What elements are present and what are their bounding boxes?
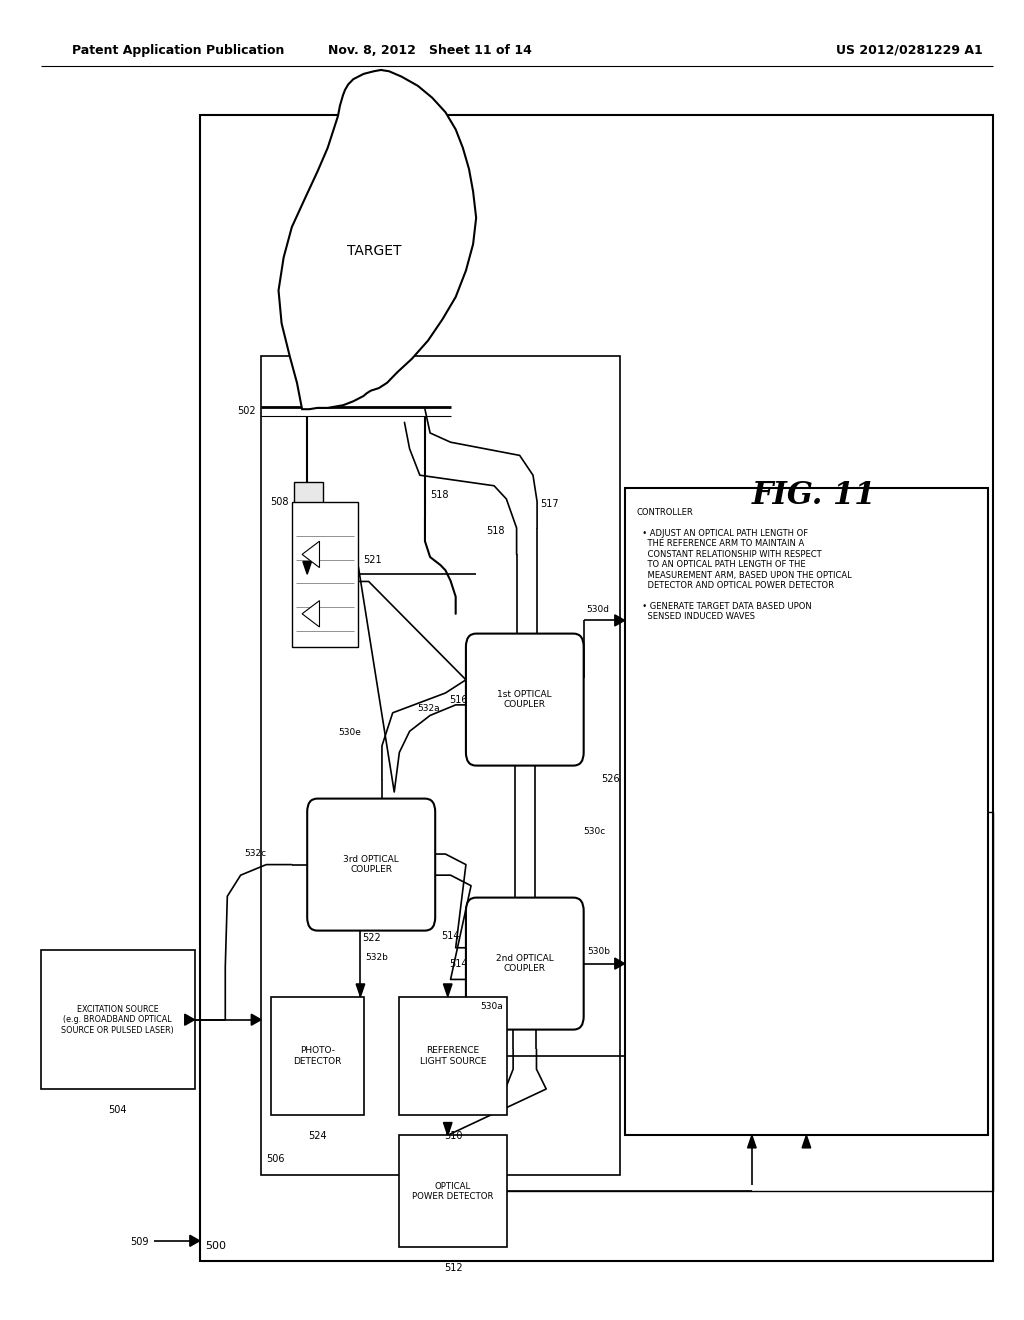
Text: 502: 502	[238, 407, 256, 416]
Text: 530c: 530c	[584, 828, 606, 836]
Text: 532a: 532a	[418, 704, 440, 713]
Text: 521: 521	[364, 554, 382, 565]
Text: 530e: 530e	[338, 729, 361, 737]
Text: EXCITATION SOURCE
(e.g. BROADBAND OPTICAL
SOURCE OR PULSED LASER): EXCITATION SOURCE (e.g. BROADBAND OPTICA…	[61, 1005, 174, 1035]
FancyBboxPatch shape	[271, 997, 364, 1115]
Text: CONTROLLER

  • ADJUST AN OPTICAL PATH LENGTH OF
    THE REFERENCE ARM TO MAINTA: CONTROLLER • ADJUST AN OPTICAL PATH LENG…	[637, 508, 852, 622]
Text: 3rd OPTICAL
COUPLER: 3rd OPTICAL COUPLER	[343, 855, 399, 874]
Polygon shape	[184, 1014, 195, 1026]
Text: 530b: 530b	[588, 946, 610, 956]
FancyBboxPatch shape	[307, 799, 435, 931]
Polygon shape	[443, 1122, 452, 1135]
Text: 1st OPTICAL
COUPLER: 1st OPTICAL COUPLER	[498, 690, 552, 709]
FancyBboxPatch shape	[466, 634, 584, 766]
FancyBboxPatch shape	[399, 1135, 507, 1247]
FancyBboxPatch shape	[466, 898, 584, 1030]
Polygon shape	[189, 1236, 200, 1246]
Polygon shape	[356, 983, 365, 997]
Text: OPTICAL
POWER DETECTOR: OPTICAL POWER DETECTOR	[413, 1181, 494, 1201]
Text: FIG. 11: FIG. 11	[752, 479, 877, 511]
Polygon shape	[303, 561, 311, 574]
Text: 518: 518	[485, 525, 505, 536]
Text: 512: 512	[443, 1263, 463, 1274]
Polygon shape	[614, 615, 625, 626]
Text: 526: 526	[601, 775, 620, 784]
Text: US 2012/0281229 A1: US 2012/0281229 A1	[837, 44, 983, 57]
FancyBboxPatch shape	[625, 488, 988, 1135]
FancyBboxPatch shape	[41, 950, 195, 1089]
Text: REFERENCE
LIGHT SOURCE: REFERENCE LIGHT SOURCE	[420, 1047, 486, 1065]
Text: Nov. 8, 2012   Sheet 11 of 14: Nov. 8, 2012 Sheet 11 of 14	[328, 44, 532, 57]
Text: 506: 506	[266, 1154, 285, 1164]
Text: Patent Application Publication: Patent Application Publication	[72, 44, 284, 57]
Text: 518: 518	[430, 490, 449, 500]
Text: 504: 504	[109, 1105, 127, 1115]
Polygon shape	[748, 1135, 756, 1148]
FancyBboxPatch shape	[261, 356, 620, 1175]
Text: 508: 508	[270, 496, 289, 507]
Text: 530d: 530d	[587, 605, 609, 614]
Polygon shape	[302, 541, 319, 568]
Text: 500: 500	[205, 1241, 226, 1251]
Text: 514: 514	[441, 931, 460, 941]
Polygon shape	[279, 70, 476, 409]
Text: 517: 517	[541, 499, 559, 510]
Polygon shape	[302, 601, 319, 627]
Text: 530a: 530a	[480, 1002, 503, 1011]
Polygon shape	[251, 1014, 261, 1026]
FancyBboxPatch shape	[200, 115, 993, 1261]
Text: 532c: 532c	[244, 849, 266, 858]
Text: 522: 522	[361, 933, 381, 944]
Text: 524: 524	[308, 1131, 327, 1142]
Text: 514: 514	[450, 958, 468, 969]
Text: 532b: 532b	[366, 953, 388, 961]
Text: 509: 509	[130, 1237, 148, 1247]
FancyBboxPatch shape	[292, 502, 358, 647]
Text: 516: 516	[450, 694, 468, 705]
Text: 2nd OPTICAL
COUPLER: 2nd OPTICAL COUPLER	[496, 954, 554, 973]
Text: 510: 510	[443, 1131, 463, 1142]
Polygon shape	[443, 983, 452, 997]
Polygon shape	[802, 1135, 811, 1148]
Text: PHOTO-
DETECTOR: PHOTO- DETECTOR	[293, 1047, 342, 1065]
Text: TARGET: TARGET	[346, 244, 401, 257]
FancyBboxPatch shape	[294, 482, 323, 521]
Polygon shape	[614, 958, 625, 969]
FancyBboxPatch shape	[399, 997, 507, 1115]
